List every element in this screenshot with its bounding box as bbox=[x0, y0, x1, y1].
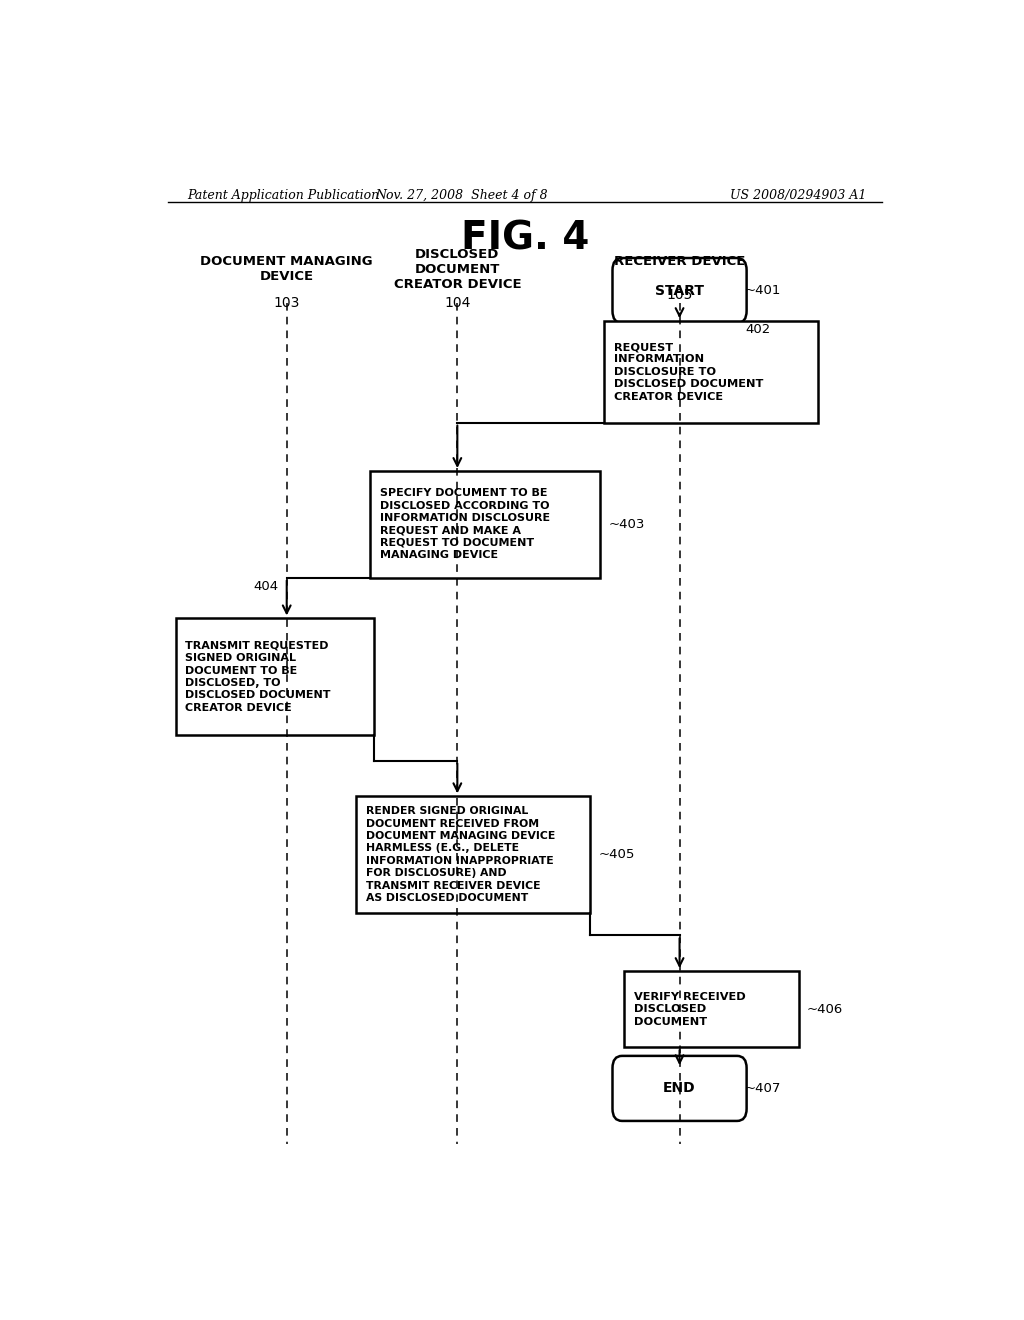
Text: ~405: ~405 bbox=[598, 849, 635, 861]
Text: RECEIVER DEVICE: RECEIVER DEVICE bbox=[613, 255, 745, 268]
Text: ~403: ~403 bbox=[608, 517, 644, 531]
Text: VERIFY RECEIVED
DISCLOSED
DOCUMENT: VERIFY RECEIVED DISCLOSED DOCUMENT bbox=[634, 991, 745, 1027]
Bar bbox=[624, 972, 799, 1047]
Text: 404: 404 bbox=[254, 579, 279, 593]
Text: START: START bbox=[655, 284, 705, 297]
FancyBboxPatch shape bbox=[612, 1056, 746, 1121]
Text: Nov. 27, 2008  Sheet 4 of 8: Nov. 27, 2008 Sheet 4 of 8 bbox=[375, 189, 548, 202]
Text: DOCUMENT MANAGING
DEVICE: DOCUMENT MANAGING DEVICE bbox=[201, 255, 373, 282]
Text: SPECIFY DOCUMENT TO BE
DISCLOSED ACCORDING TO
INFORMATION DISCLOSURE
REQUEST AND: SPECIFY DOCUMENT TO BE DISCLOSED ACCORDI… bbox=[380, 488, 550, 560]
Text: US 2008/0294903 A1: US 2008/0294903 A1 bbox=[730, 189, 866, 202]
Bar bbox=[604, 321, 818, 422]
Text: 103: 103 bbox=[273, 296, 300, 310]
Text: Patent Application Publication: Patent Application Publication bbox=[187, 189, 380, 202]
FancyBboxPatch shape bbox=[612, 257, 746, 323]
Text: END: END bbox=[664, 1081, 696, 1096]
Text: 402: 402 bbox=[745, 323, 770, 337]
Text: ~401: ~401 bbox=[745, 284, 781, 297]
Bar bbox=[370, 471, 600, 578]
Text: ~406: ~406 bbox=[807, 1003, 843, 1015]
Text: TRANSMIT REQUESTED
SIGNED ORIGINAL
DOCUMENT TO BE
DISCLOSED, TO
DISCLOSED DOCUME: TRANSMIT REQUESTED SIGNED ORIGINAL DOCUM… bbox=[185, 640, 331, 713]
Text: 104: 104 bbox=[444, 296, 471, 310]
Text: FIG. 4: FIG. 4 bbox=[461, 219, 589, 257]
Text: REQUEST
INFORMATION
DISCLOSURE TO
DISCLOSED DOCUMENT
CREATOR DEVICE: REQUEST INFORMATION DISCLOSURE TO DISCLO… bbox=[613, 342, 763, 401]
Text: 105: 105 bbox=[667, 289, 693, 302]
Bar bbox=[356, 796, 590, 913]
Text: DISCLOSED
DOCUMENT
CREATOR DEVICE: DISCLOSED DOCUMENT CREATOR DEVICE bbox=[393, 248, 521, 290]
Text: RENDER SIGNED ORIGINAL
DOCUMENT RECEIVED FROM
DOCUMENT MANAGING DEVICE
HARMLESS : RENDER SIGNED ORIGINAL DOCUMENT RECEIVED… bbox=[366, 807, 555, 903]
Text: ~407: ~407 bbox=[745, 1082, 781, 1094]
Bar bbox=[176, 618, 374, 735]
